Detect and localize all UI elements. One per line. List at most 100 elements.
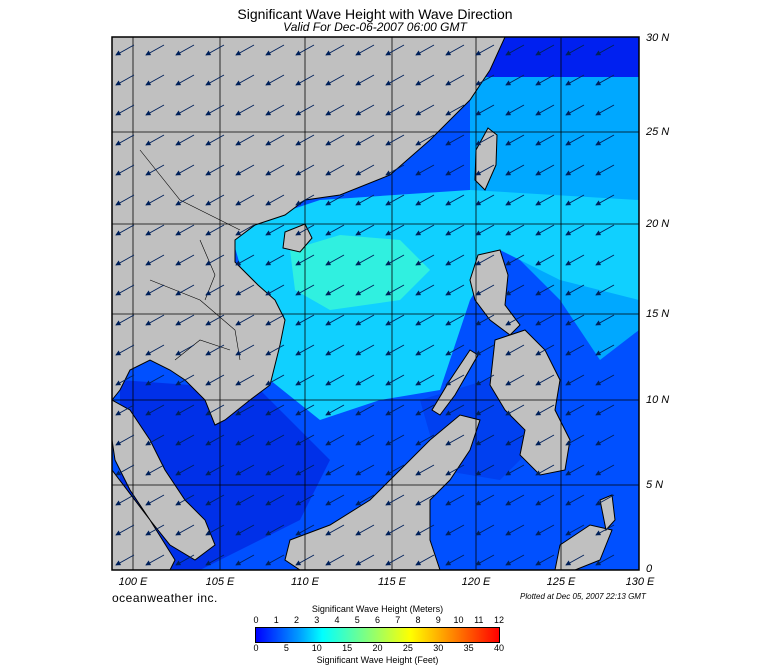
wave-direction-arrow [595, 134, 615, 146]
wave-direction-arrow [595, 374, 615, 386]
wave-direction-arrow [115, 284, 135, 296]
wave-direction-arrow [205, 104, 225, 116]
wave-direction-arrow [175, 224, 195, 236]
wave-direction-arrow [115, 44, 135, 56]
wave-direction-arrow [175, 554, 195, 566]
wave-direction-arrow [115, 404, 135, 416]
wave-direction-arrow [295, 374, 315, 386]
wave-direction-arrow [115, 134, 135, 146]
wave-direction-arrow [265, 344, 285, 356]
lon-label-120e: 120 E [461, 576, 491, 588]
wave-direction-arrow [235, 44, 255, 56]
feet-tick: 25 [402, 643, 413, 653]
wave-direction-arrow [355, 434, 375, 446]
wave-direction-arrow [565, 164, 585, 176]
wave-direction-arrow [385, 554, 405, 566]
wave-direction-arrow [595, 434, 615, 446]
wave-direction-arrow [415, 464, 435, 476]
wave-direction-arrow [565, 284, 585, 296]
plotted-timestamp: Plotted at Dec 05, 2007 22:13 GMT [520, 592, 646, 601]
land-malay-peninsula [112, 399, 216, 561]
wave-direction-arrow [355, 554, 375, 566]
wave-direction-arrow [115, 494, 135, 506]
wave-direction-arrow [565, 254, 585, 266]
brand-logo-text: oceanweather inc. [112, 591, 218, 605]
wave-direction-arrow [385, 224, 405, 236]
wave-direction-arrow [205, 164, 225, 176]
wave-direction-arrow [355, 464, 375, 476]
wave-direction-arrow [295, 44, 315, 56]
wave-direction-arrow [385, 74, 405, 86]
wave-direction-arrow [295, 404, 315, 416]
feet-tick: 30 [433, 643, 444, 653]
wave-direction-arrow [385, 434, 405, 446]
wave-direction-arrow [295, 164, 315, 176]
wave-direction-arrow [325, 554, 345, 566]
wave-direction-arrow [595, 104, 615, 116]
wave-direction-arrow [505, 374, 525, 386]
wave-direction-arrow [235, 404, 255, 416]
wave-direction-arrow [565, 434, 585, 446]
wave-direction-arrow [445, 524, 465, 536]
wave-direction-arrow [565, 194, 585, 206]
colorbar-title-feet: Significant Wave Height (Feet) [316, 655, 439, 665]
wave-direction-arrow [175, 104, 195, 116]
wave-direction-arrow [415, 434, 435, 446]
wave-direction-arrow [595, 164, 615, 176]
wave-direction-arrow [445, 554, 465, 566]
wave-direction-arrow [565, 74, 585, 86]
wave-direction-arrow [385, 464, 405, 476]
wave-direction-arrow [415, 524, 435, 536]
wave-direction-arrow [325, 224, 345, 236]
wave-direction-arrow [175, 464, 195, 476]
wave-direction-arrow [265, 194, 285, 206]
wave-direction-arrow [385, 314, 405, 326]
wave-direction-arrow [475, 404, 495, 416]
wave-direction-arrow [355, 104, 375, 116]
wave-direction-arrow [355, 524, 375, 536]
wave-direction-arrow [235, 164, 255, 176]
wave-direction-arrow [175, 314, 195, 326]
wave-direction-arrow [265, 164, 285, 176]
wave-direction-arrow [505, 464, 525, 476]
wave-direction-arrow [385, 524, 405, 536]
wave-direction-arrow [415, 554, 435, 566]
wave-direction-arrow [565, 554, 585, 566]
wave-direction-arrow [385, 104, 405, 116]
wave-direction-arrow [175, 524, 195, 536]
wave-direction-arrow [295, 284, 315, 296]
wave-direction-arrow [445, 194, 465, 206]
wave-direction-arrow [235, 134, 255, 146]
wave-direction-arrow [415, 254, 435, 266]
wave-direction-arrow [325, 104, 345, 116]
meter-tick: 11 [474, 615, 484, 625]
wave-direction-arrow [325, 524, 345, 536]
wave-direction-arrow [415, 404, 435, 416]
wave-direction-arrow [355, 74, 375, 86]
wave-direction-arrow [295, 554, 315, 566]
wave-direction-arrow [535, 74, 555, 86]
wave-direction-arrow [265, 404, 285, 416]
map-frame [111, 36, 640, 571]
wave-direction-arrow [355, 344, 375, 356]
wave-zone-peak [290, 235, 430, 310]
wave-direction-arrow [265, 284, 285, 296]
wave-direction-arrow [325, 314, 345, 326]
wave-direction-arrow [325, 404, 345, 416]
wave-direction-arrow [175, 344, 195, 356]
wave-direction-arrow [445, 464, 465, 476]
wave-direction-arrow [205, 284, 225, 296]
wave-direction-arrow [265, 464, 285, 476]
wave-direction-arrow [145, 44, 165, 56]
lon-label-110e: 110 E [291, 576, 319, 588]
wave-direction-arrow [385, 44, 405, 56]
wave-direction-arrow [415, 374, 435, 386]
wave-direction-arrow [295, 434, 315, 446]
wave-direction-arrow [565, 494, 585, 506]
wave-direction-arrow [415, 104, 435, 116]
chart-subtitle: Valid For Dec-06-2007 06:00 GMT [283, 20, 467, 34]
wave-direction-arrow [175, 44, 195, 56]
wave-direction-arrow [115, 554, 135, 566]
wave-direction-arrow [505, 134, 525, 146]
